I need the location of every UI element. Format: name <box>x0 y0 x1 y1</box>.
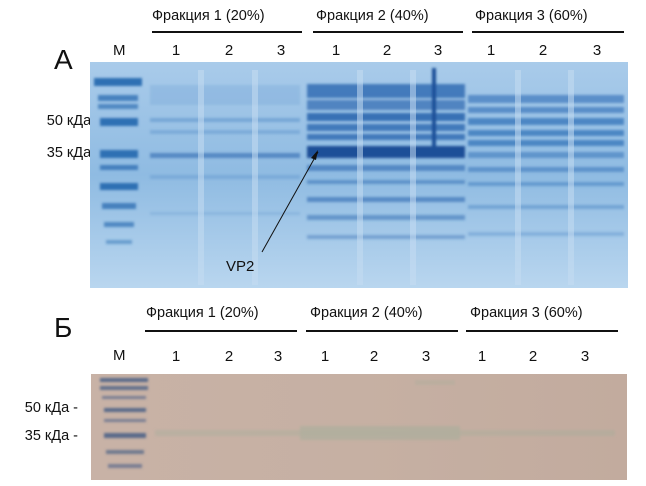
panel-a-marker-label: М <box>113 42 126 59</box>
panel-a-fraction-1-bands <box>150 85 300 215</box>
panel-a-lane-label: 3 <box>276 42 286 59</box>
panel-a-mw-50-label: 50 кДа - <box>46 113 100 129</box>
panel-a-lane-gaps <box>198 70 574 285</box>
panel-b-lane-label: 3 <box>421 348 431 365</box>
panel-b-lane-label: 3 <box>580 348 590 365</box>
panel-b-fraction-3-label: Фракция 3 (60%) <box>470 305 583 321</box>
panel-a-fraction-3-bands <box>468 95 624 236</box>
panel-b-sample-bands <box>155 380 615 440</box>
panel-b-lane-label: 3 <box>273 348 283 365</box>
panel-b-lane-label: 1 <box>320 348 330 365</box>
panel-b-lane-label: 1 <box>477 348 487 365</box>
panel-a-fraction-1-label: Фракция 1 (20%) <box>152 8 265 24</box>
panel-b-mw-50-label: 50 кДа - <box>24 400 78 416</box>
panel-a-lane-label: 1 <box>171 42 181 59</box>
panel-a-mw-35-label: 35 кДа - <box>46 145 100 161</box>
panel-b-lane-label: 2 <box>224 348 234 365</box>
panel-b-fraction-1-rule <box>145 330 297 332</box>
panel-a-fraction-2-bands <box>307 68 465 239</box>
panel-a-marker-bands <box>94 78 142 244</box>
panel-a-fraction-2-rule <box>313 31 463 33</box>
panel-b-fraction-2-label: Фракция 2 (40%) <box>310 305 423 321</box>
panel-a-fraction-1-rule <box>152 31 302 33</box>
panel-a-fraction-3-rule <box>472 31 624 33</box>
panel-a-letter: А <box>54 44 73 75</box>
vp2-arrow <box>261 151 319 253</box>
panel-b-marker-label: М <box>113 347 126 364</box>
panel-b-lane-label: 2 <box>369 348 379 365</box>
panel-b-fraction-3-rule <box>466 330 618 332</box>
panel-b-lane-label: 2 <box>528 348 538 365</box>
panel-a-lane-label: 3 <box>592 42 602 59</box>
panel-a-lane-label: 2 <box>382 42 392 59</box>
vp2-annotation: VP2 <box>226 258 255 275</box>
panel-b-fraction-2-rule <box>306 330 458 332</box>
panel-a-lane-label: 2 <box>224 42 234 59</box>
panel-a-fraction-2-label: Фракция 2 (40%) <box>316 8 429 24</box>
panel-b-mw-35-label: 35 кДа - <box>24 428 78 444</box>
panel-a-lane-label: 1 <box>486 42 496 59</box>
panel-a-lane-label: 2 <box>538 42 548 59</box>
panel-b-lane-label: 1 <box>171 348 181 365</box>
panel-a-lane-label: 3 <box>433 42 443 59</box>
panel-b-letter: Б <box>54 312 73 343</box>
panel-b-marker-bands <box>100 378 148 468</box>
panel-b-fraction-1-label: Фракция 1 (20%) <box>146 305 259 321</box>
panel-a-lane-label: 1 <box>331 42 341 59</box>
panel-a-fraction-3-label: Фракция 3 (60%) <box>475 8 588 24</box>
